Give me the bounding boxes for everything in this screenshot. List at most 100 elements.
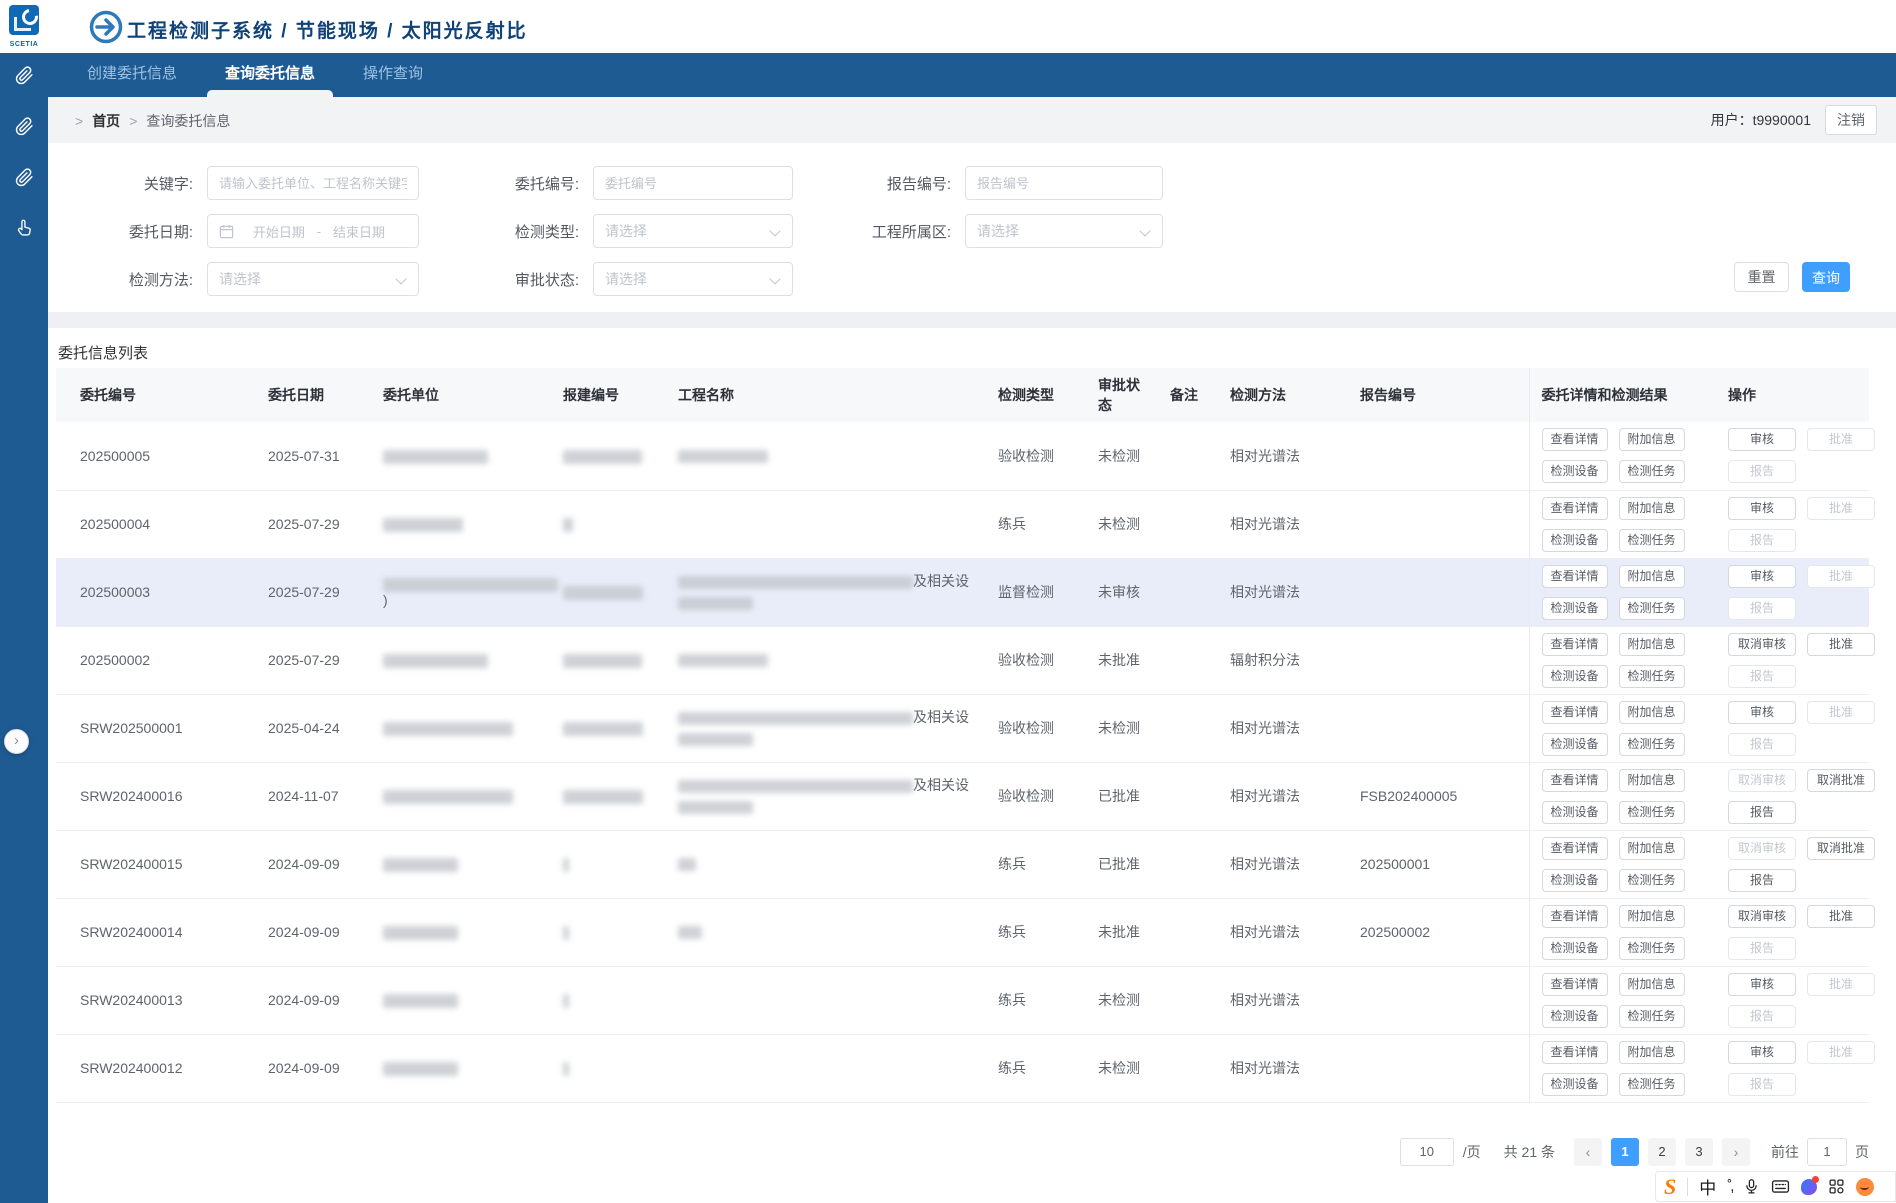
test-type-select[interactable]: 请选择 — [593, 214, 793, 248]
test-task-button[interactable]: 检测任务 — [1618, 936, 1685, 960]
table-row[interactable]: 202500004 2025-07-29 练兵 未检测 相对光谱法 查看详情 附加信息 检测设… — [56, 490, 1875, 559]
table-row[interactable]: SRW202400013 2024-09-09 练兵 未检测 相对光谱法 查看详情 附加信息… — [56, 966, 1875, 1035]
approve-button[interactable]: 取消批准 — [1807, 836, 1875, 860]
breadcrumb-home[interactable]: 首页 — [92, 113, 121, 129]
tab-query-commission[interactable]: 查询委托信息 — [207, 53, 334, 97]
test-task-button[interactable]: 检测任务 — [1618, 732, 1685, 756]
approve-button[interactable]: 批准 — [1807, 904, 1875, 928]
approval-select[interactable]: 请选择 — [593, 262, 793, 296]
sidebar-toggle[interactable]: › — [4, 729, 29, 754]
review-button[interactable]: 取消审核 — [1728, 904, 1796, 928]
test-device-button[interactable]: 检测设备 — [1541, 936, 1608, 960]
approve-button[interactable]: 取消批准 — [1807, 768, 1875, 792]
table-row[interactable]: SRW202400014 2024-09-09 练兵 未批准 相对光谱法 20250000… — [56, 898, 1875, 967]
extra-info-button[interactable]: 附加信息 — [1618, 496, 1685, 520]
table-row[interactable]: SRW202400015 2024-09-09 练兵 已批准 相对光谱法 20250000… — [56, 830, 1875, 899]
review-button[interactable]: 审核 — [1728, 428, 1796, 452]
extra-info-button[interactable]: 附加信息 — [1618, 836, 1685, 860]
test-task-button[interactable]: 检测任务 — [1618, 1004, 1685, 1028]
review-button[interactable]: 审核 — [1728, 700, 1796, 724]
table-row[interactable]: 202500002 2025-07-29 验收检测 未批准 辐射积分法 查看详情 附加信息检… — [56, 626, 1875, 695]
sidebar-item-hand[interactable] — [0, 218, 48, 238]
microphone-icon[interactable] — [1743, 1178, 1760, 1195]
sidebar-item-link-3[interactable] — [0, 168, 48, 187]
view-detail-button[interactable]: 查看详情 — [1541, 700, 1608, 724]
page-size-select[interactable]: 10 — [1399, 1138, 1454, 1166]
test-task-button[interactable]: 检测任务 — [1618, 868, 1685, 892]
view-detail-button[interactable]: 查看详情 — [1541, 836, 1608, 860]
review-button[interactable]: 审核 — [1728, 972, 1796, 996]
test-task-button[interactable]: 检测任务 — [1618, 528, 1685, 552]
review-button[interactable]: 审核 — [1728, 1040, 1796, 1064]
test-device-button[interactable]: 检测设备 — [1541, 596, 1608, 620]
test-device-button[interactable]: 检测设备 — [1541, 1004, 1608, 1028]
test-task-button[interactable]: 检测任务 — [1618, 800, 1685, 824]
view-detail-button[interactable]: 查看详情 — [1541, 1040, 1608, 1064]
view-detail-button[interactable]: 查看详情 — [1541, 768, 1608, 792]
view-detail-button[interactable]: 查看详情 — [1541, 972, 1608, 996]
commission-no-input[interactable] — [605, 175, 781, 191]
sogou-logo-icon[interactable]: S — [1664, 1173, 1677, 1199]
table-row[interactable]: 202500005 2025-07-31 验收检测 未检测 相对光谱法 查看详情 附加信息检… — [56, 422, 1875, 491]
sidebar-item-link-2[interactable] — [0, 117, 48, 136]
extra-info-button[interactable]: 附加信息 — [1618, 428, 1685, 452]
extra-info-button[interactable]: 附加信息 — [1618, 564, 1685, 588]
table-row[interactable]: SRW202500001 2025-04-24 及相关设 验收检测 未检测 相对光谱法 查看… — [56, 694, 1875, 763]
extra-info-button[interactable]: 附加信息 — [1618, 1040, 1685, 1064]
keyboard-icon[interactable] — [1771, 1177, 1790, 1196]
view-detail-button[interactable]: 查看详情 — [1541, 496, 1608, 520]
view-detail-button[interactable]: 查看详情 — [1541, 428, 1608, 452]
test-task-button[interactable]: 检测任务 — [1618, 460, 1685, 484]
page-button-1[interactable]: 1 — [1611, 1138, 1639, 1166]
date-range-picker[interactable]: 开始日期 - 结束日期 — [207, 214, 419, 248]
approve-button[interactable]: 批准 — [1807, 632, 1875, 656]
tab-create-commission[interactable]: 创建委托信息 — [87, 65, 178, 82]
extra-info-button[interactable]: 附加信息 — [1618, 768, 1685, 792]
ime-menu-grid-icon[interactable] — [1828, 1178, 1845, 1195]
extra-info-button[interactable]: 附加信息 — [1618, 904, 1685, 928]
sidebar-item-link-1[interactable] — [0, 66, 48, 85]
reset-button[interactable]: 重置 — [1734, 262, 1789, 292]
test-device-button[interactable]: 检测设备 — [1541, 800, 1608, 824]
emoji-icon[interactable] — [1856, 1177, 1875, 1196]
test-device-button[interactable]: 检测设备 — [1541, 460, 1608, 484]
next-page-button[interactable]: › — [1722, 1138, 1750, 1166]
test-task-button[interactable]: 检测任务 — [1618, 664, 1685, 688]
extra-info-button[interactable]: 附加信息 — [1618, 632, 1685, 656]
review-button[interactable]: 审核 — [1728, 496, 1796, 520]
view-detail-button[interactable]: 查看详情 — [1541, 564, 1608, 588]
extra-info-button[interactable]: 附加信息 — [1618, 700, 1685, 724]
ime-language-toggle[interactable]: 中 — [1699, 1179, 1717, 1198]
prev-page-button[interactable]: ‹ — [1574, 1138, 1602, 1166]
page-button-2[interactable]: 2 — [1648, 1138, 1676, 1166]
method-select[interactable]: 请选择 — [207, 262, 419, 296]
keyword-input[interactable] — [219, 175, 407, 191]
view-detail-button[interactable]: 查看详情 — [1541, 632, 1608, 656]
test-type-placeholder: 请选择 — [605, 223, 647, 239]
test-device-button[interactable]: 检测设备 — [1541, 528, 1608, 552]
test-task-button[interactable]: 检测任务 — [1618, 596, 1685, 620]
goto-page-input[interactable]: 1 — [1807, 1138, 1847, 1166]
view-detail-button[interactable]: 查看详情 — [1541, 904, 1608, 928]
ime-skin-icon[interactable] — [1801, 1175, 1820, 1195]
table-row[interactable]: 202500003 2025-07-29) 及相关设 监督检测 未审核 相对光谱法 查看详情… — [56, 558, 1875, 627]
table-row[interactable]: SRW202400016 2024-11-07 及相关设 验收检测 已批准 相对光谱法 FS… — [56, 762, 1875, 831]
review-button[interactable]: 取消审核 — [1728, 632, 1796, 656]
search-button[interactable]: 查询 — [1802, 262, 1850, 292]
tab-operation-query[interactable]: 操作查询 — [363, 65, 424, 82]
report-button[interactable]: 报告 — [1728, 800, 1796, 824]
ime-punctuation-toggle[interactable]: ˚, — [1727, 1178, 1734, 1195]
table-row[interactable]: SRW202400012 2024-09-09 练兵 未检测 相对光谱法 查看详情 附加信息… — [56, 1034, 1875, 1103]
test-task-button[interactable]: 检测任务 — [1618, 1072, 1685, 1096]
district-select[interactable]: 请选择 — [965, 214, 1163, 248]
test-device-button[interactable]: 检测设备 — [1541, 868, 1608, 892]
review-button[interactable]: 审核 — [1728, 564, 1796, 588]
page-button-3[interactable]: 3 — [1685, 1138, 1713, 1166]
test-device-button[interactable]: 检测设备 — [1541, 664, 1608, 688]
extra-info-button[interactable]: 附加信息 — [1618, 972, 1685, 996]
test-device-button[interactable]: 检测设备 — [1541, 732, 1608, 756]
logout-button[interactable]: 注销 — [1825, 105, 1877, 135]
report-button[interactable]: 报告 — [1728, 868, 1796, 892]
report-no-input[interactable] — [977, 175, 1151, 191]
test-device-button[interactable]: 检测设备 — [1541, 1072, 1608, 1096]
